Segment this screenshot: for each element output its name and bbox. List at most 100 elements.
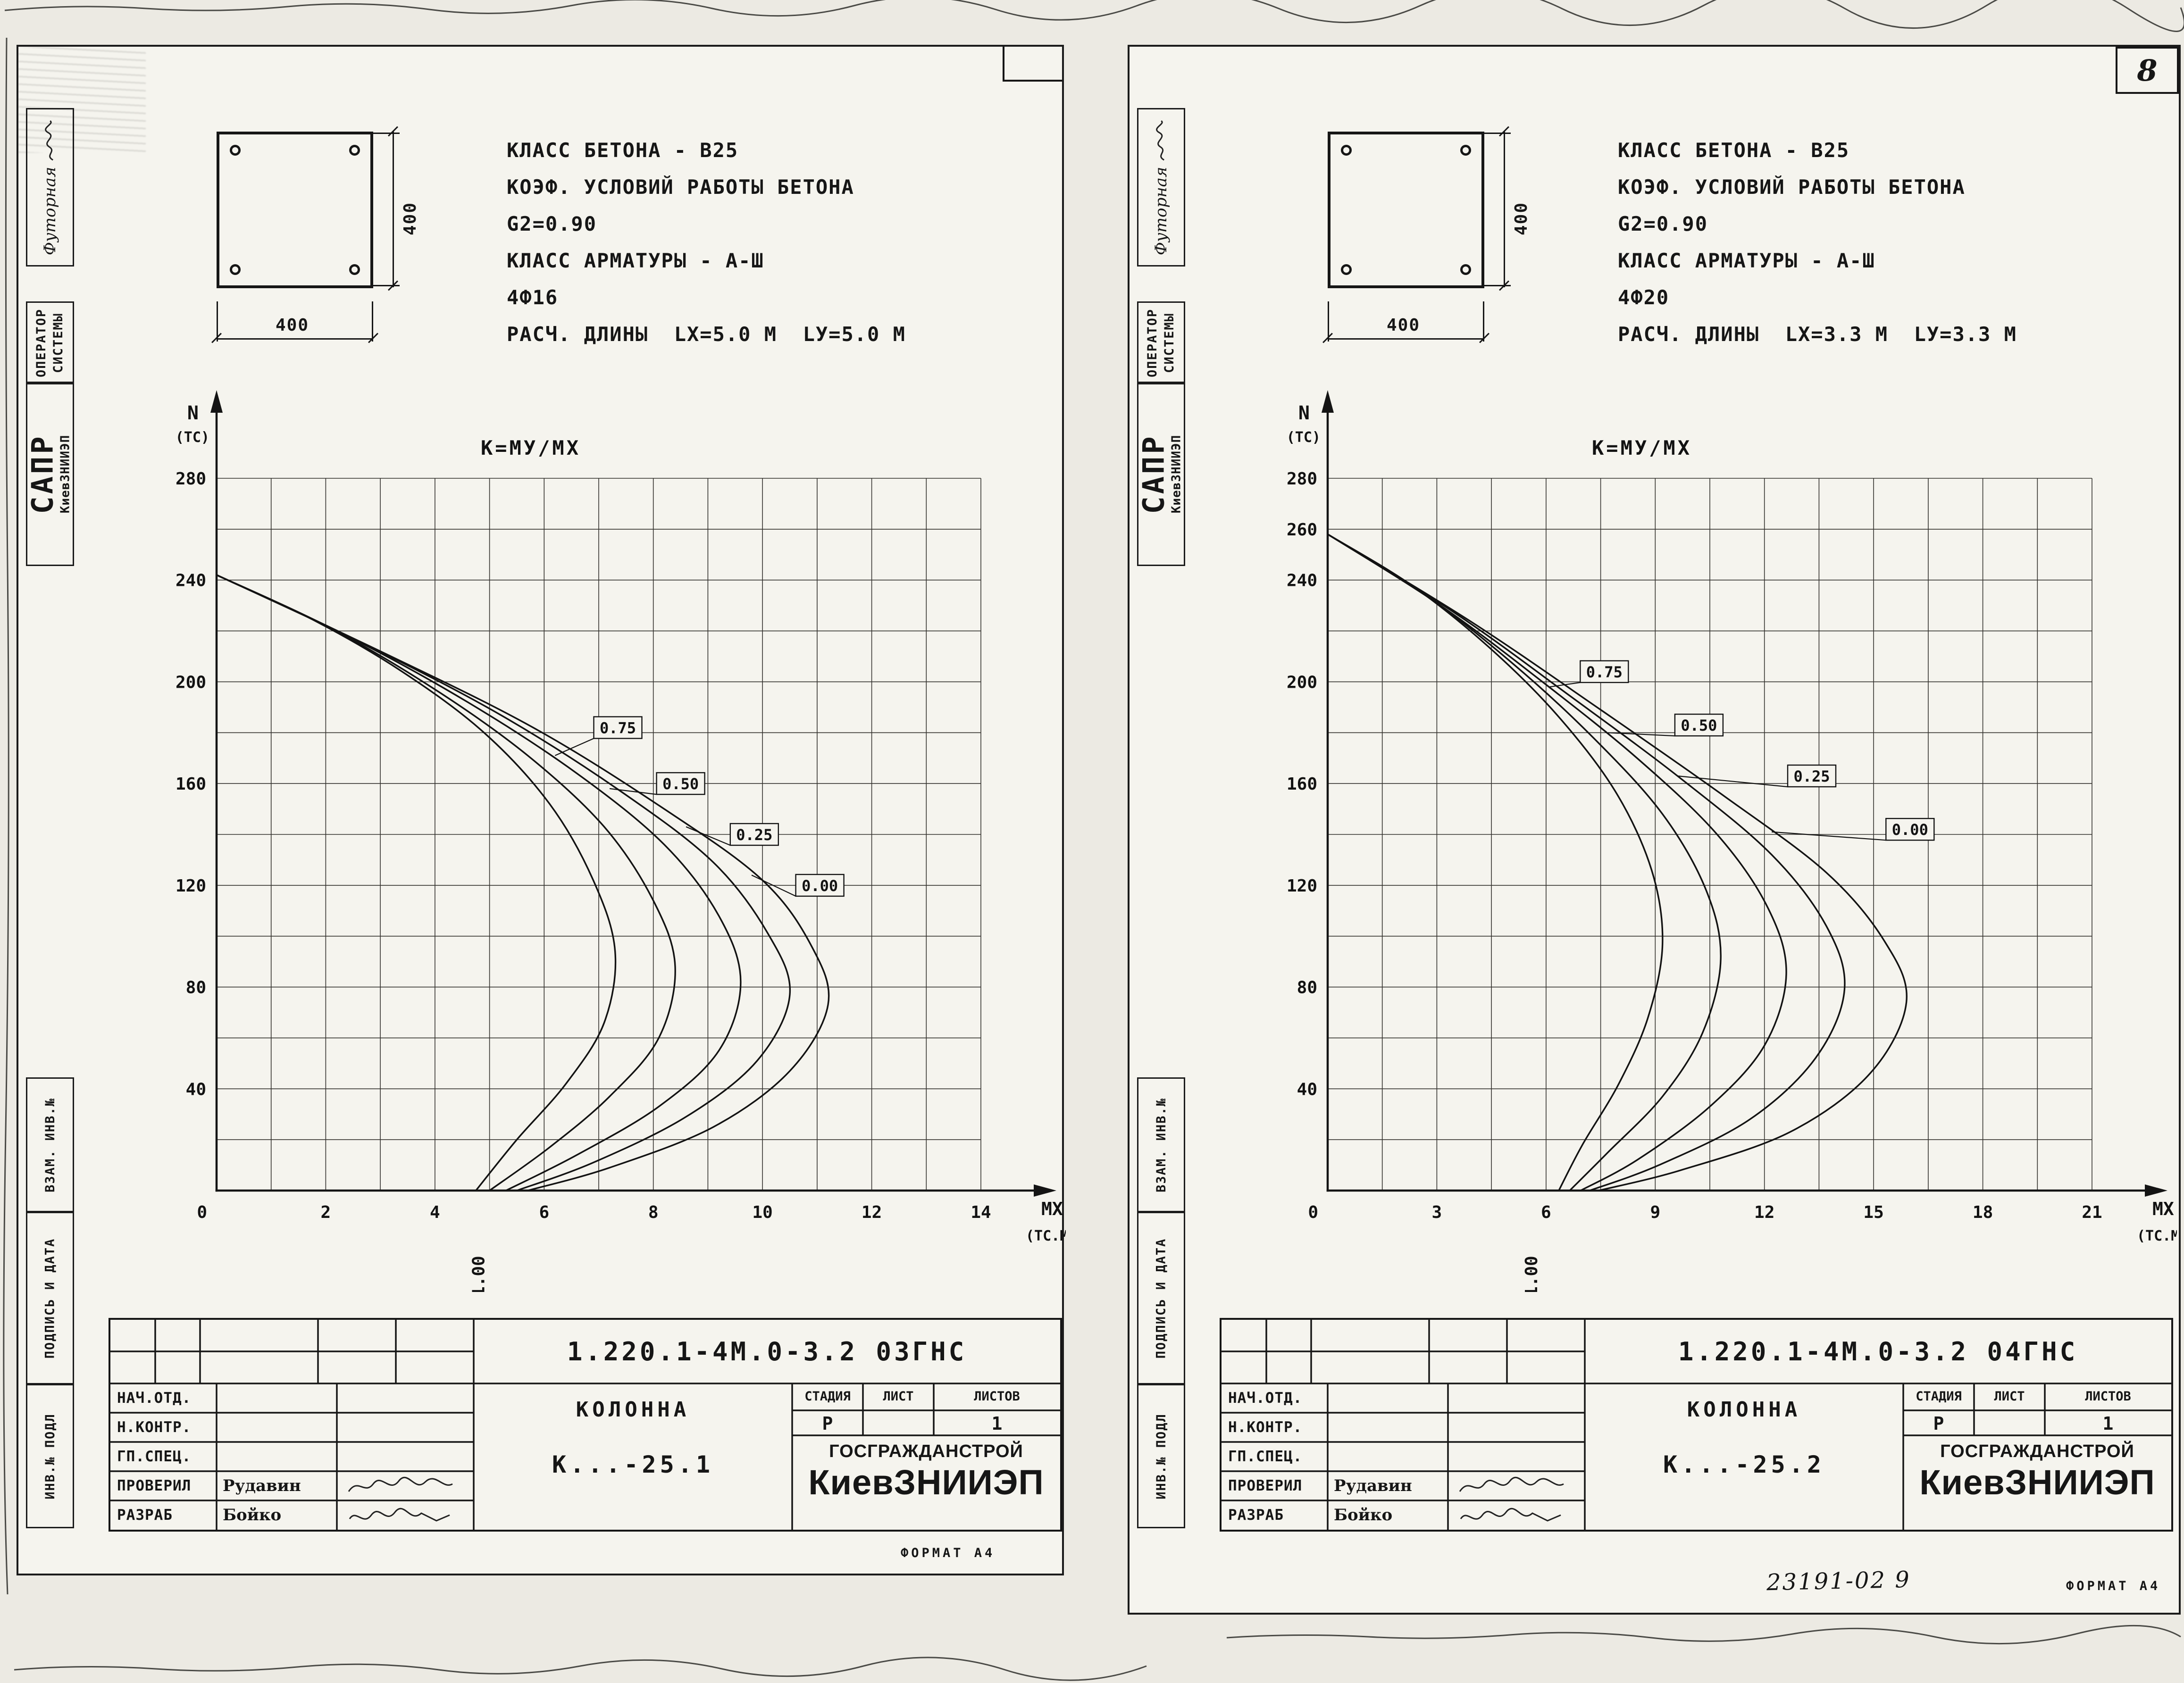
svg-text:280: 280 — [176, 469, 206, 489]
margin-box-podpis: ПОДПИСЬ И ДАТА — [1137, 1212, 1185, 1384]
column-mark: К...-25.2 — [1663, 1451, 1825, 1478]
svg-text:160: 160 — [176, 775, 206, 794]
document-number: 1.220.1-4М.0-3.2 04ГНС — [1678, 1337, 2078, 1366]
spec-coef-value: G2=0.90 — [507, 212, 597, 235]
margin-box-podpis: ПОДПИСЬ И ДАТА — [26, 1212, 74, 1384]
svg-text:200: 200 — [176, 673, 206, 692]
section-height-label: 400 — [1512, 201, 1531, 235]
dim-extension — [372, 301, 373, 342]
dimension-line-horizontal — [217, 338, 373, 340]
svg-text:200: 200 — [1287, 673, 1317, 692]
dim-extension — [371, 285, 400, 286]
top-right-cell — [1003, 47, 1062, 82]
sheets-total-value: 1 — [2102, 1413, 2114, 1434]
stage-header: СТАДИЯ — [1916, 1389, 1962, 1404]
format-label: ФОРМАТ А4 — [901, 1546, 996, 1560]
svg-text:14: 14 — [971, 1203, 991, 1222]
svg-text:80: 80 — [1297, 978, 1317, 998]
stage-header: СТАДИЯ — [804, 1389, 851, 1404]
svg-text:40: 40 — [1297, 1080, 1317, 1099]
svg-text:160: 160 — [1287, 775, 1317, 794]
dim-extension — [371, 133, 400, 134]
checker-signature-icon — [1459, 1476, 1564, 1492]
svg-text:0.25: 0.25 — [736, 826, 772, 844]
spec-rebar-class: КЛАСС АРМАТУРЫ - А-Ш — [507, 249, 764, 272]
sapr-org-label: КиевЗНИИЭП — [59, 434, 73, 513]
margin-box-approver: Футорная — [26, 108, 74, 267]
stamp-row-name: Рудавин — [223, 1476, 301, 1495]
svg-text:40: 40 — [186, 1080, 206, 1099]
svg-text:0.50: 0.50 — [662, 775, 699, 793]
rebar-dot — [1460, 145, 1471, 156]
rebar-dot — [1341, 264, 1352, 275]
sheets-total-header: ЛИСТОВ — [2085, 1389, 2131, 1404]
margin-box-operator: ОПЕРАТОР СИСТЕМЫ — [26, 301, 74, 384]
svg-text:120: 120 — [176, 876, 206, 896]
spec-lengths: РАСЧ. ДЛИНЫ LX=3.3 М LУ=3.3 М — [1618, 323, 2017, 346]
spec-rebar-count: 4Ф20 — [1618, 286, 1670, 309]
margin-box-approver: Футорная — [1137, 108, 1185, 267]
stamp-row-label: РАЗРАБ — [117, 1507, 173, 1524]
svg-text:1.00: 1.00 — [469, 1256, 488, 1292]
svg-text:260: 260 — [1287, 520, 1317, 540]
spec-concrete-class: КЛАСС БЕТОНА - В25 — [507, 139, 739, 162]
margin-box-inv: ИНВ.№ ПОДЛ — [26, 1384, 74, 1528]
checker-signature-icon — [348, 1476, 453, 1492]
svg-text:0.25: 0.25 — [1793, 767, 1830, 785]
spec-lengths: РАСЧ. ДЛИНЫ LX=5.0 М LУ=5.0 М — [507, 323, 906, 346]
margin-box-sapr: САПР КиевЗНИИЭП — [26, 382, 74, 566]
rebar-dot — [1341, 145, 1352, 156]
svg-text:3: 3 — [1432, 1203, 1442, 1222]
svg-text:6: 6 — [1541, 1203, 1551, 1222]
svg-text:280: 280 — [1287, 469, 1317, 489]
dimension-line-horizontal — [1328, 338, 1484, 340]
operator-label-line2: СИСТЕМЫ — [1162, 313, 1177, 373]
org-name: ГОСГРАЖДАНСТРОЙ — [1940, 1441, 2134, 1461]
rebar-dot — [349, 264, 360, 275]
stamp-row-label: НАЧ.ОТД. — [1228, 1390, 1303, 1407]
svg-text:240: 240 — [1287, 571, 1317, 591]
svg-text:МХ: МХ — [2152, 1199, 2174, 1219]
vzam-label: ВЗАМ. ИНВ.№ — [1154, 1097, 1169, 1192]
column-cross-section — [1328, 132, 1484, 288]
sheet-header: ЛИСТ — [883, 1389, 914, 1404]
dim-extension — [1328, 301, 1329, 342]
object-name: КОЛОННА — [1687, 1398, 1801, 1422]
section-width-label: 400 — [1387, 316, 1421, 335]
author-signature-icon — [349, 1508, 450, 1522]
svg-text:240: 240 — [176, 571, 206, 591]
dimension-line-vertical — [1504, 132, 1505, 287]
corner-stamp-smudge — [18, 47, 146, 153]
sheets-total-value: 1 — [991, 1413, 1003, 1434]
rebar-dot — [349, 145, 360, 156]
document-number: 1.220.1-4М.0-3.2 03ГНС — [567, 1337, 967, 1366]
svg-text:80: 80 — [186, 978, 206, 998]
stamp-row-label: ПРОВЕРИЛ — [117, 1477, 192, 1494]
svg-text:N: N — [187, 402, 199, 424]
svg-text:0.50: 0.50 — [1681, 717, 1717, 734]
svg-text:12: 12 — [1754, 1203, 1774, 1222]
page-number: 8 — [2137, 53, 2158, 88]
svg-text:(ТС.М): (ТС.М) — [1026, 1228, 1066, 1244]
dim-extension — [217, 301, 218, 342]
operator-label-line1: ОПЕРАТОР — [34, 308, 49, 378]
rebar-dot — [230, 145, 241, 156]
spec-rebar-class: КЛАСС АРМАТУРЫ - А-Ш — [1618, 249, 1875, 272]
org-institute: КиевЗНИИЭП — [1919, 1463, 2155, 1502]
stamp-row-label: ГП.СПЕЦ. — [117, 1448, 192, 1465]
svg-text:120: 120 — [1287, 876, 1317, 896]
spec-text-block: КЛАСС БЕТОНА - В25 КОЭФ. УСЛОВИЙ РАБОТЫ … — [507, 139, 906, 359]
approver-signature-icon — [1155, 120, 1164, 161]
format-label: ФОРМАТ А4 — [2066, 1579, 2161, 1593]
stamp-row-name: Бойко — [223, 1506, 282, 1525]
stamp-row-label: Н.КОНТР. — [1228, 1419, 1303, 1436]
approver-label: Футорная — [41, 167, 60, 256]
svg-text:К=МУ/МХ: К=МУ/МХ — [1592, 436, 1692, 459]
title-block: 1.220.1-4М.0-3.2 04ГНС НАЧ.ОТД. Н.КОНТР.… — [1220, 1318, 2173, 1532]
section-width-label: 400 — [276, 316, 310, 335]
podpis-label: ПОДПИСЬ И ДАТА — [1154, 1238, 1169, 1358]
svg-text:0.75: 0.75 — [1586, 663, 1623, 681]
handwritten-note: 23191-02 9 — [1766, 1566, 1911, 1596]
margin-box-vzam: ВЗАМ. ИНВ.№ — [26, 1077, 74, 1212]
spec-coef-title: КОЭФ. УСЛОВИЙ РАБОТЫ БЕТОНА — [507, 175, 854, 199]
